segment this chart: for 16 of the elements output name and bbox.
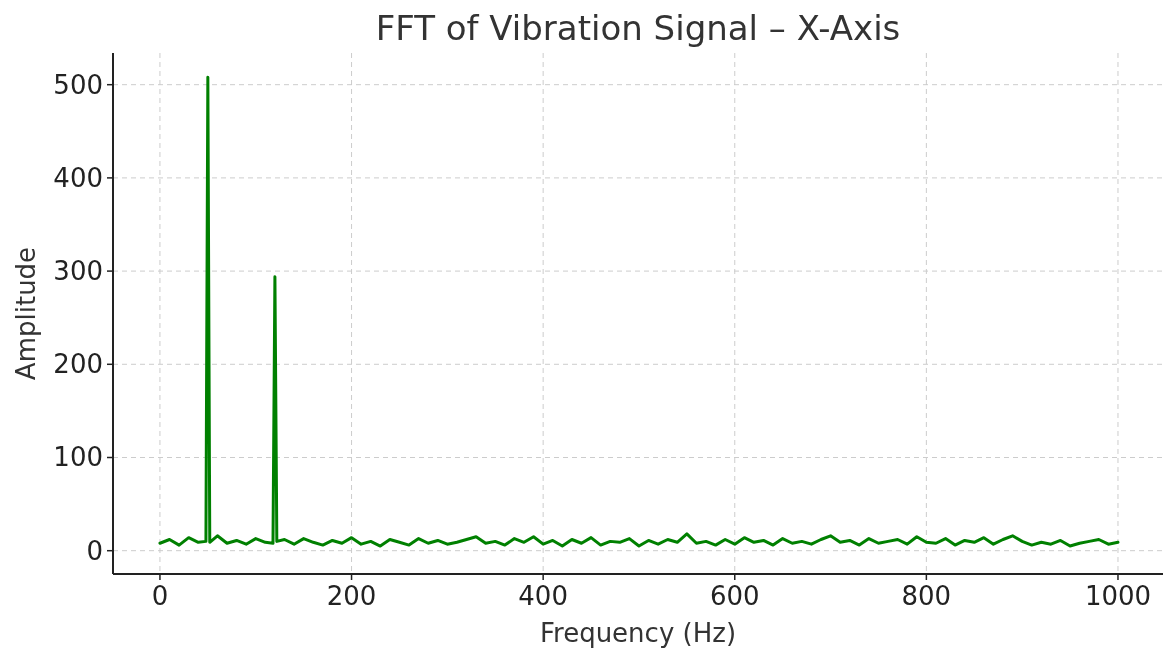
y-tick-label: 100 bbox=[53, 442, 103, 473]
y-axis-title: Amplitude bbox=[11, 246, 41, 381]
x-tick-label: 0 bbox=[151, 581, 169, 611]
line-series bbox=[158, 75, 1120, 548]
x-tick-label: 200 bbox=[326, 581, 377, 611]
chart-title: FFT of Vibration Signal – X-Axis bbox=[375, 8, 901, 48]
y-tick-label: 300 bbox=[53, 256, 103, 287]
y-tick-label: 200 bbox=[53, 349, 103, 380]
y-tick-label: 400 bbox=[53, 162, 103, 193]
y-tick-label: 500 bbox=[53, 69, 103, 100]
x-tick-label: 400 bbox=[518, 581, 568, 611]
x-tick-label: 1000 bbox=[1084, 581, 1152, 611]
x-tick-label: 800 bbox=[901, 581, 952, 611]
x-axis-title: Frequency (Hz) bbox=[539, 618, 737, 648]
x-tick-label: 600 bbox=[709, 581, 760, 611]
y-tick-label: 0 bbox=[86, 535, 103, 566]
